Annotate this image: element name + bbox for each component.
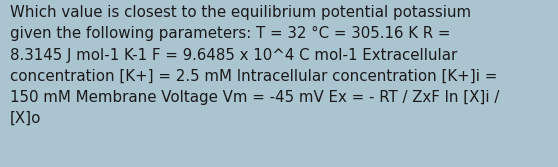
Text: Which value is closest to the equilibrium potential potassium
given the followin: Which value is closest to the equilibriu… xyxy=(10,5,499,126)
